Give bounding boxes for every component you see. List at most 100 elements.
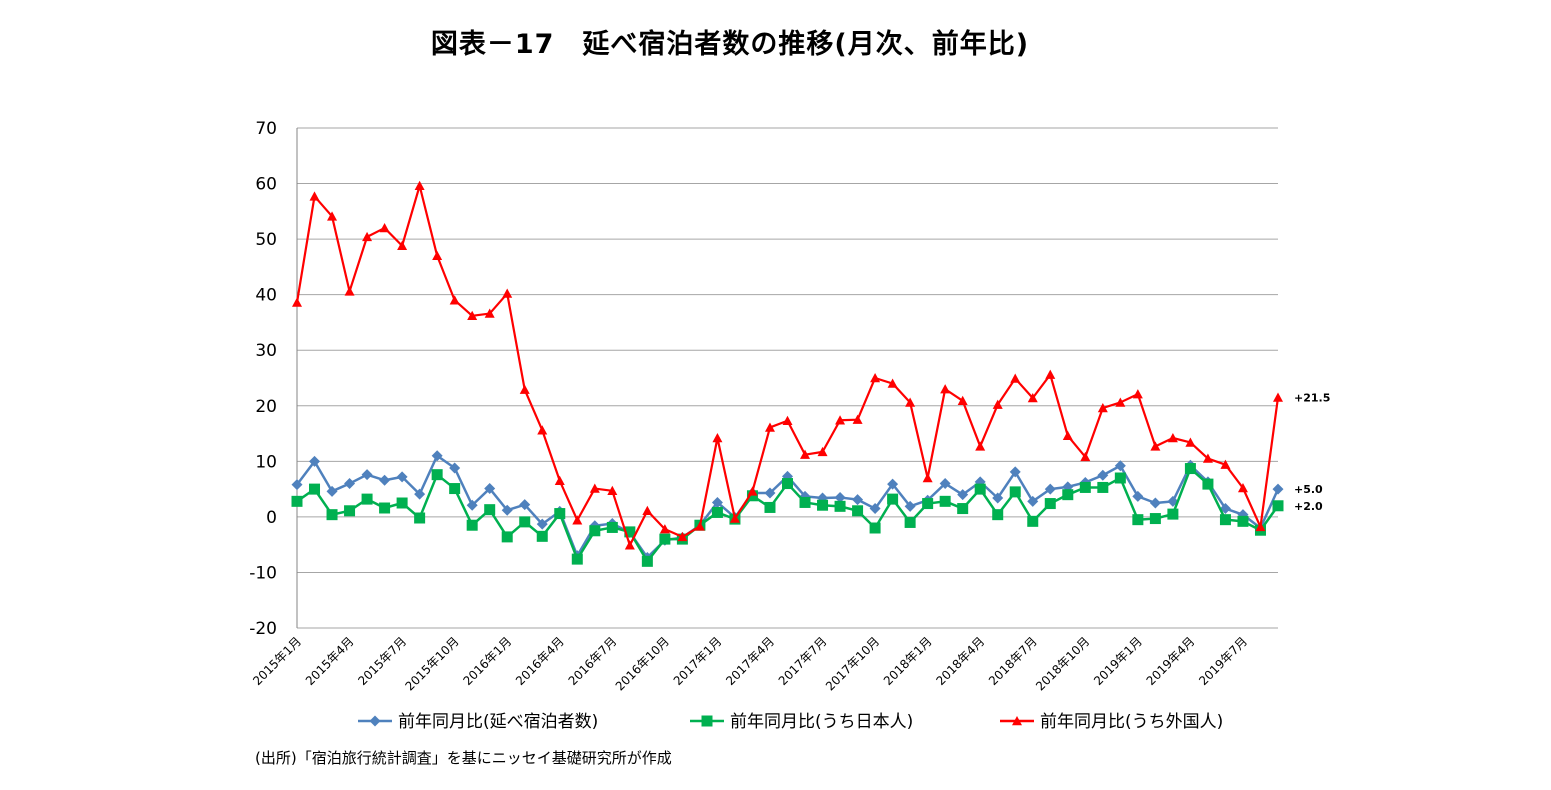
data-point bbox=[1202, 478, 1214, 490]
data-point bbox=[904, 500, 916, 512]
x-tick-label: 2018年1月 bbox=[881, 634, 935, 688]
data-point bbox=[711, 496, 723, 508]
data-point bbox=[519, 499, 531, 511]
data-point bbox=[746, 490, 758, 502]
x-tick-label: 2015年4月 bbox=[303, 634, 357, 688]
data-point bbox=[1097, 403, 1108, 413]
series-line bbox=[295, 184, 1280, 547]
legend: 前年同月比(延べ宿泊者数) 前年同月比(うち日本人) 前年同月比(うち外国人) bbox=[358, 712, 1223, 732]
y-tick-label: -10 bbox=[249, 563, 277, 583]
data-point bbox=[1255, 521, 1266, 532]
data-point bbox=[1062, 430, 1073, 441]
data-point bbox=[677, 531, 688, 542]
data-point bbox=[1220, 459, 1231, 469]
data-point bbox=[957, 503, 969, 515]
data-point bbox=[1237, 515, 1249, 527]
series-triangle: +21.5 bbox=[292, 180, 1330, 550]
data-point bbox=[414, 488, 426, 500]
x-tick-label: 2016年10月 bbox=[613, 634, 672, 693]
data-point bbox=[554, 475, 565, 486]
data-point bbox=[1237, 483, 1248, 493]
y-tick-label: 70 bbox=[255, 119, 277, 139]
data-point bbox=[887, 493, 899, 505]
data-point bbox=[484, 504, 496, 516]
data-point bbox=[834, 500, 846, 512]
data-point bbox=[1150, 441, 1161, 451]
data-point bbox=[572, 515, 583, 525]
gridlines bbox=[297, 127, 1278, 629]
data-point bbox=[414, 512, 426, 524]
data-point bbox=[1132, 514, 1144, 526]
data-point bbox=[1167, 433, 1178, 443]
data-point bbox=[1027, 515, 1039, 527]
legend-label: 前年同月比(延べ宿泊者数) bbox=[398, 712, 598, 732]
end-value-label: +5.0 bbox=[1294, 483, 1323, 496]
data-point bbox=[870, 373, 881, 383]
data-point bbox=[659, 533, 671, 545]
x-tick-label: 2018年7月 bbox=[986, 634, 1040, 688]
data-point bbox=[467, 310, 478, 321]
data-point bbox=[939, 478, 951, 490]
data-point bbox=[1079, 481, 1091, 493]
data-point bbox=[957, 489, 969, 501]
data-point bbox=[992, 399, 1003, 409]
data-point bbox=[1045, 369, 1056, 379]
end-value-label: +2.0 bbox=[1294, 500, 1323, 513]
data-point bbox=[309, 191, 320, 201]
x-tick-label: 2015年1月 bbox=[250, 634, 304, 688]
data-point bbox=[624, 540, 635, 550]
y-tick-label: 60 bbox=[255, 175, 277, 195]
y-tick-label: 50 bbox=[255, 230, 277, 250]
data-point bbox=[502, 288, 513, 298]
data-point bbox=[309, 455, 321, 467]
data-point bbox=[361, 493, 373, 505]
data-point bbox=[536, 530, 548, 542]
data-point bbox=[641, 555, 653, 567]
data-point bbox=[1114, 472, 1126, 484]
data-point bbox=[957, 395, 968, 406]
data-point bbox=[1202, 453, 1213, 463]
data-point bbox=[940, 384, 951, 394]
data-point bbox=[852, 494, 864, 506]
x-tick-label: 2018年10月 bbox=[1033, 634, 1092, 693]
data-point bbox=[466, 519, 478, 531]
legend-label: 前年同月比(うち外国人) bbox=[1040, 712, 1223, 732]
data-point bbox=[1012, 716, 1022, 726]
data-point bbox=[466, 499, 478, 511]
data-point bbox=[817, 446, 828, 457]
x-tick-label: 2016年1月 bbox=[460, 634, 514, 688]
data-point bbox=[501, 531, 513, 543]
data-point bbox=[974, 483, 986, 495]
data-point bbox=[431, 450, 443, 462]
legend-item: 前年同月比(延べ宿泊者数) bbox=[358, 712, 598, 732]
data-point bbox=[571, 553, 583, 565]
data-point bbox=[1114, 460, 1126, 472]
data-point bbox=[554, 508, 566, 520]
series-square: +2.0 bbox=[291, 463, 1323, 567]
data-point bbox=[362, 231, 373, 242]
data-point bbox=[624, 526, 636, 538]
data-point bbox=[1273, 392, 1283, 402]
data-point bbox=[747, 486, 758, 496]
data-point bbox=[449, 462, 461, 474]
x-tick-label: 2019年4月 bbox=[1144, 634, 1198, 688]
data-point bbox=[326, 509, 338, 521]
data-point bbox=[1027, 495, 1039, 507]
data-point bbox=[344, 286, 355, 296]
data-point bbox=[887, 478, 899, 490]
data-point bbox=[782, 415, 793, 426]
data-point bbox=[1149, 497, 1161, 509]
data-point bbox=[729, 513, 740, 523]
data-point bbox=[1009, 486, 1021, 498]
data-point bbox=[975, 441, 986, 451]
data-point bbox=[361, 469, 373, 481]
data-point bbox=[712, 433, 723, 443]
data-point bbox=[1185, 437, 1196, 447]
y-tick-label: 40 bbox=[255, 286, 277, 306]
data-point bbox=[1149, 513, 1161, 525]
data-point bbox=[606, 521, 618, 533]
data-point bbox=[519, 516, 531, 528]
data-point bbox=[327, 211, 338, 221]
data-point bbox=[834, 491, 846, 503]
